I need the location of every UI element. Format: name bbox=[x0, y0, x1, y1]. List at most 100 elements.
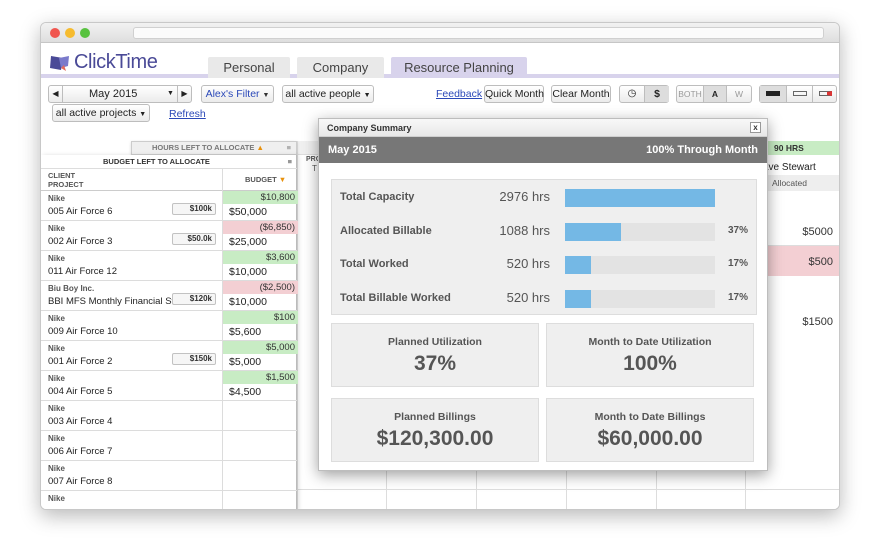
close-icon[interactable]: x bbox=[750, 122, 761, 133]
project-name[interactable]: 003 Air Force 4 bbox=[48, 416, 113, 427]
planned-utilization-card: Planned Utilization 37% bbox=[331, 323, 539, 387]
card-value: $60,000.00 bbox=[597, 427, 703, 450]
address-bar[interactable] bbox=[133, 27, 824, 39]
toolbar: ◀ May 2015 ▼ ▶ Alex's Filter ▼ all activ… bbox=[41, 78, 839, 138]
project-name[interactable]: BBI MFS Monthly Financial Stat bbox=[48, 296, 183, 307]
budget-remaining: $100 bbox=[223, 311, 298, 324]
stat-value: 520 hrs bbox=[506, 289, 550, 305]
stat-row: Allocated Billable 1088 hrs 37% bbox=[332, 215, 758, 249]
tab-company[interactable]: Company bbox=[297, 57, 384, 78]
client-name: Nike bbox=[48, 374, 65, 383]
menu-icon[interactable]: ≡ bbox=[286, 143, 291, 152]
budget-cell[interactable]: $3,600 $10,000 bbox=[222, 251, 298, 281]
tab-personal[interactable]: Personal bbox=[208, 57, 290, 78]
mode-w[interactable]: W bbox=[734, 89, 744, 99]
project-name[interactable]: 009 Air Force 10 bbox=[48, 326, 118, 337]
layout-red-icon[interactable] bbox=[812, 86, 837, 102]
refresh-link[interactable]: Refresh bbox=[169, 108, 206, 120]
budget-cell[interactable]: ($6,850) $25,000 bbox=[222, 221, 298, 251]
project-name[interactable]: 006 Air Force 7 bbox=[48, 446, 113, 457]
budget-remaining: ($2,500) bbox=[223, 281, 298, 294]
project-name[interactable]: 007 Air Force 8 bbox=[48, 476, 113, 487]
next-month-icon[interactable]: ▶ bbox=[177, 86, 191, 102]
people-filter-dropdown[interactable]: all active people ▼ bbox=[282, 85, 374, 103]
col-project[interactable]: PROJECT bbox=[48, 180, 84, 189]
browser-window: ClickTime Personal Company Resource Plan… bbox=[40, 22, 840, 510]
project-name[interactable]: 011 Air Force 12 bbox=[48, 266, 118, 277]
col-budget[interactable]: BUDGET ▼ bbox=[222, 169, 297, 191]
budget-cell[interactable] bbox=[222, 401, 297, 431]
layout-toggle bbox=[759, 85, 837, 103]
sort-down-icon: ▼ bbox=[278, 175, 287, 184]
budget-amount[interactable]: $50,000 bbox=[229, 206, 267, 218]
table-row[interactable]: Nike 007 Air Force 8 bbox=[41, 461, 297, 491]
tab-resource-planning[interactable]: Resource Planning bbox=[391, 57, 527, 78]
grid-pro-label: PRO bbox=[306, 156, 322, 163]
budget-cell[interactable] bbox=[222, 461, 297, 491]
clear-month-button[interactable]: Clear Month bbox=[551, 85, 611, 103]
stat-label: Total Capacity bbox=[340, 191, 415, 203]
feedback-link[interactable]: Feedback bbox=[436, 88, 483, 100]
layout-split-icon[interactable] bbox=[786, 86, 812, 102]
logo[interactable]: ClickTime bbox=[49, 51, 158, 74]
budget-cell[interactable] bbox=[222, 431, 297, 461]
budget-cell[interactable] bbox=[222, 491, 297, 509]
budget-badge: $50.0k bbox=[172, 233, 216, 245]
budget-cell[interactable]: $5,000 $5,000 bbox=[222, 341, 298, 371]
budget-amount[interactable]: $5,600 bbox=[229, 326, 262, 338]
budget-amount[interactable]: $5,000 bbox=[229, 356, 262, 368]
chevron-down-icon: ▼ bbox=[363, 92, 371, 99]
table-row[interactable]: Nike 005 Air Force 6 $100k $10,800 $50,000 bbox=[41, 191, 298, 221]
stat-bar bbox=[565, 189, 715, 207]
project-name[interactable]: 001 Air Force 2 bbox=[48, 356, 113, 367]
close-window-icon[interactable] bbox=[50, 28, 60, 38]
sort-up-icon[interactable]: ▲ bbox=[256, 143, 264, 152]
quick-month-button[interactable]: Quick Month bbox=[484, 85, 544, 103]
budget-cell[interactable]: $100 $5,600 bbox=[222, 311, 298, 341]
minimize-window-icon[interactable] bbox=[65, 28, 75, 38]
project-name[interactable]: 005 Air Force 6 bbox=[48, 206, 113, 217]
project-name[interactable]: 002 Air Force 3 bbox=[48, 236, 113, 247]
stat-label: Total Billable Worked bbox=[340, 291, 451, 304]
table-row[interactable]: Nike 006 Air Force 7 bbox=[41, 431, 297, 461]
allocated-value[interactable]: $1500 bbox=[802, 316, 833, 328]
allocated-value[interactable]: $5000 bbox=[802, 226, 833, 238]
card-title: Planned Billings bbox=[394, 411, 476, 423]
client-name: Nike bbox=[48, 224, 65, 233]
filter-dropdown[interactable]: Alex's Filter ▼ bbox=[201, 85, 274, 103]
table-row[interactable]: Nike 002 Air Force 3 $50.0k ($6,850) $25,000 bbox=[41, 221, 298, 251]
clock-icon[interactable]: ◷ bbox=[627, 88, 637, 99]
chevron-down-icon: ▼ bbox=[262, 92, 270, 99]
col-client: CLIENT bbox=[48, 171, 76, 180]
budget-amount[interactable]: $4,500 bbox=[229, 386, 262, 398]
table-row[interactable]: Biu Boy Inc. BBI MFS Monthly Financial St… bbox=[41, 281, 298, 311]
layout-wide-icon[interactable] bbox=[760, 86, 786, 102]
allocated-value[interactable]: $500 bbox=[808, 256, 833, 268]
table-row[interactable]: Nike 011 Air Force 12 $3,600 $10,000 bbox=[41, 251, 298, 281]
display-mode-toggle: BOTH A W bbox=[676, 85, 752, 103]
budget-cell[interactable]: $1,500 $4,500 bbox=[222, 371, 298, 401]
budget-amount[interactable]: $10,000 bbox=[229, 296, 267, 308]
budget-amount[interactable]: $25,000 bbox=[229, 236, 267, 248]
mode-a[interactable]: A bbox=[703, 86, 727, 102]
table-row[interactable]: Nike 001 Air Force 2 $150k $5,000 $5,000 bbox=[41, 341, 298, 371]
budget-cell[interactable]: ($2,500) $10,000 bbox=[222, 281, 298, 311]
project-filter-dropdown[interactable]: all active projects ▼ bbox=[52, 104, 150, 122]
currency-toggle[interactable]: $ bbox=[644, 86, 669, 102]
budget-amount[interactable]: $10,000 bbox=[229, 266, 267, 278]
table-row[interactable]: Nike 004 Air Force 5 $1,500 $4,500 bbox=[41, 371, 298, 401]
month-selector[interactable]: ◀ May 2015 ▼ ▶ bbox=[48, 85, 192, 103]
budget-cell[interactable]: $10,800 $50,000 bbox=[222, 191, 298, 221]
project-name[interactable]: 004 Air Force 5 bbox=[48, 386, 113, 397]
person-name[interactable]: ave Stewart bbox=[763, 162, 816, 173]
client-name: Nike bbox=[48, 404, 65, 413]
menu-icon[interactable]: ≡ bbox=[287, 157, 292, 166]
table-row[interactable]: Nike 009 Air Force 10 $100 $5,600 bbox=[41, 311, 298, 341]
stat-bar-fill bbox=[565, 189, 715, 207]
table-row[interactable]: Nike bbox=[41, 491, 297, 509]
prev-month-icon[interactable]: ◀ bbox=[49, 86, 63, 102]
chevron-down-icon: ▼ bbox=[139, 111, 147, 118]
table-row[interactable]: Nike 003 Air Force 4 bbox=[41, 401, 297, 431]
mode-both[interactable]: BOTH bbox=[678, 89, 702, 99]
zoom-window-icon[interactable] bbox=[80, 28, 90, 38]
